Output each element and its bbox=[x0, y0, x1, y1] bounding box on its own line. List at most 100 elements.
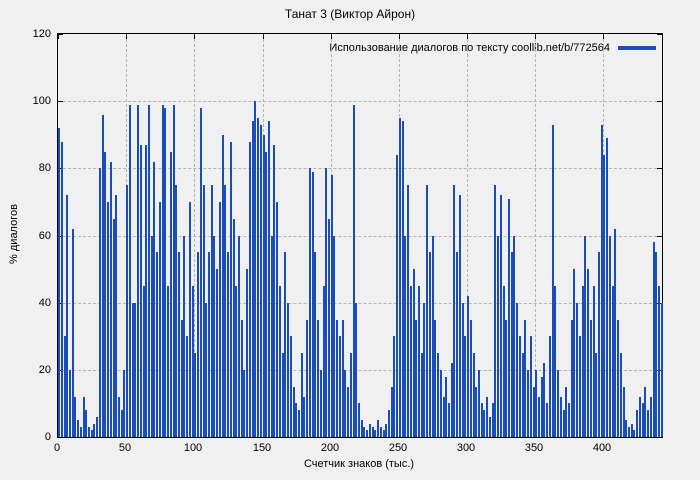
tick-mark bbox=[194, 34, 195, 39]
bar bbox=[118, 396, 120, 437]
tick-mark bbox=[263, 34, 264, 39]
bar bbox=[458, 195, 461, 437]
bar bbox=[407, 185, 409, 437]
bar bbox=[565, 386, 568, 437]
y-tick-label: 0 bbox=[44, 431, 51, 443]
bar bbox=[382, 430, 385, 437]
bar bbox=[518, 336, 521, 437]
bar bbox=[415, 319, 418, 437]
bar bbox=[93, 423, 96, 437]
bar bbox=[270, 235, 273, 437]
bar bbox=[491, 403, 494, 437]
x-tick-label: 0 bbox=[53, 442, 61, 454]
bar bbox=[137, 104, 140, 437]
bar bbox=[145, 144, 148, 437]
bar bbox=[251, 121, 254, 437]
bar bbox=[115, 195, 118, 437]
bar bbox=[71, 228, 74, 437]
bar bbox=[450, 363, 453, 437]
bar bbox=[88, 426, 90, 437]
bar bbox=[139, 144, 142, 437]
bar bbox=[543, 363, 546, 437]
bar bbox=[644, 386, 647, 437]
bar bbox=[540, 376, 543, 437]
bar bbox=[298, 410, 300, 437]
tick-mark bbox=[58, 437, 63, 438]
x-axis-label: Счетчик знаков (тыс.) bbox=[303, 458, 415, 470]
bar bbox=[409, 285, 412, 437]
bar bbox=[227, 252, 230, 437]
bar bbox=[265, 151, 268, 437]
bar bbox=[208, 252, 210, 437]
bar bbox=[197, 252, 200, 437]
bar bbox=[278, 285, 281, 437]
bar bbox=[521, 353, 524, 437]
x-tick-label: 50 bbox=[118, 442, 132, 454]
bar bbox=[537, 396, 540, 437]
bar bbox=[164, 107, 167, 437]
bar bbox=[467, 296, 469, 437]
bar bbox=[584, 235, 587, 437]
tick-mark bbox=[467, 34, 468, 39]
bar bbox=[98, 168, 101, 437]
bar bbox=[104, 151, 107, 437]
bar bbox=[390, 386, 393, 437]
bar bbox=[317, 319, 320, 437]
bar bbox=[295, 403, 298, 437]
bar bbox=[461, 302, 464, 437]
bar bbox=[589, 319, 592, 437]
bar bbox=[535, 369, 538, 437]
bar bbox=[581, 285, 584, 437]
bar bbox=[194, 353, 197, 437]
bar bbox=[477, 369, 480, 437]
y-tick-label: 20 bbox=[38, 364, 51, 376]
bar bbox=[150, 235, 153, 437]
bar bbox=[254, 101, 257, 437]
bar bbox=[167, 285, 170, 437]
bar bbox=[453, 185, 456, 437]
tick-mark bbox=[603, 34, 604, 39]
y-tick-label: 80 bbox=[38, 162, 51, 174]
bar bbox=[66, 195, 69, 437]
tick-mark bbox=[657, 236, 662, 237]
bar bbox=[622, 386, 625, 437]
bar bbox=[213, 235, 216, 437]
bar bbox=[655, 252, 658, 437]
bar bbox=[472, 353, 475, 437]
bar bbox=[611, 285, 614, 437]
tick-mark bbox=[331, 34, 332, 39]
bar bbox=[303, 396, 306, 437]
bar bbox=[497, 235, 499, 437]
tick-mark bbox=[58, 236, 63, 237]
bar bbox=[404, 235, 407, 437]
bar bbox=[559, 396, 562, 437]
bar bbox=[396, 154, 399, 437]
bar bbox=[401, 121, 404, 437]
bar bbox=[336, 319, 339, 437]
bar bbox=[232, 218, 235, 437]
bar bbox=[281, 353, 284, 437]
bar bbox=[180, 319, 183, 437]
bar bbox=[505, 319, 508, 437]
bar bbox=[480, 403, 483, 437]
bar bbox=[627, 426, 630, 437]
bar bbox=[426, 185, 429, 437]
bar bbox=[371, 426, 374, 437]
bar bbox=[292, 386, 295, 437]
bar bbox=[126, 185, 129, 437]
bar bbox=[85, 410, 88, 437]
x-tick-label: 150 bbox=[252, 442, 272, 454]
bar bbox=[300, 353, 303, 437]
bar bbox=[393, 336, 396, 437]
bar bbox=[306, 319, 309, 437]
tick-mark bbox=[657, 34, 662, 35]
bar bbox=[657, 285, 660, 437]
bar bbox=[101, 114, 104, 437]
bar bbox=[641, 403, 644, 437]
bar bbox=[156, 252, 159, 437]
bar bbox=[475, 386, 478, 437]
bar bbox=[366, 430, 369, 437]
bar bbox=[456, 252, 459, 437]
x-tick-label: 350 bbox=[524, 442, 544, 454]
bar bbox=[107, 201, 110, 437]
